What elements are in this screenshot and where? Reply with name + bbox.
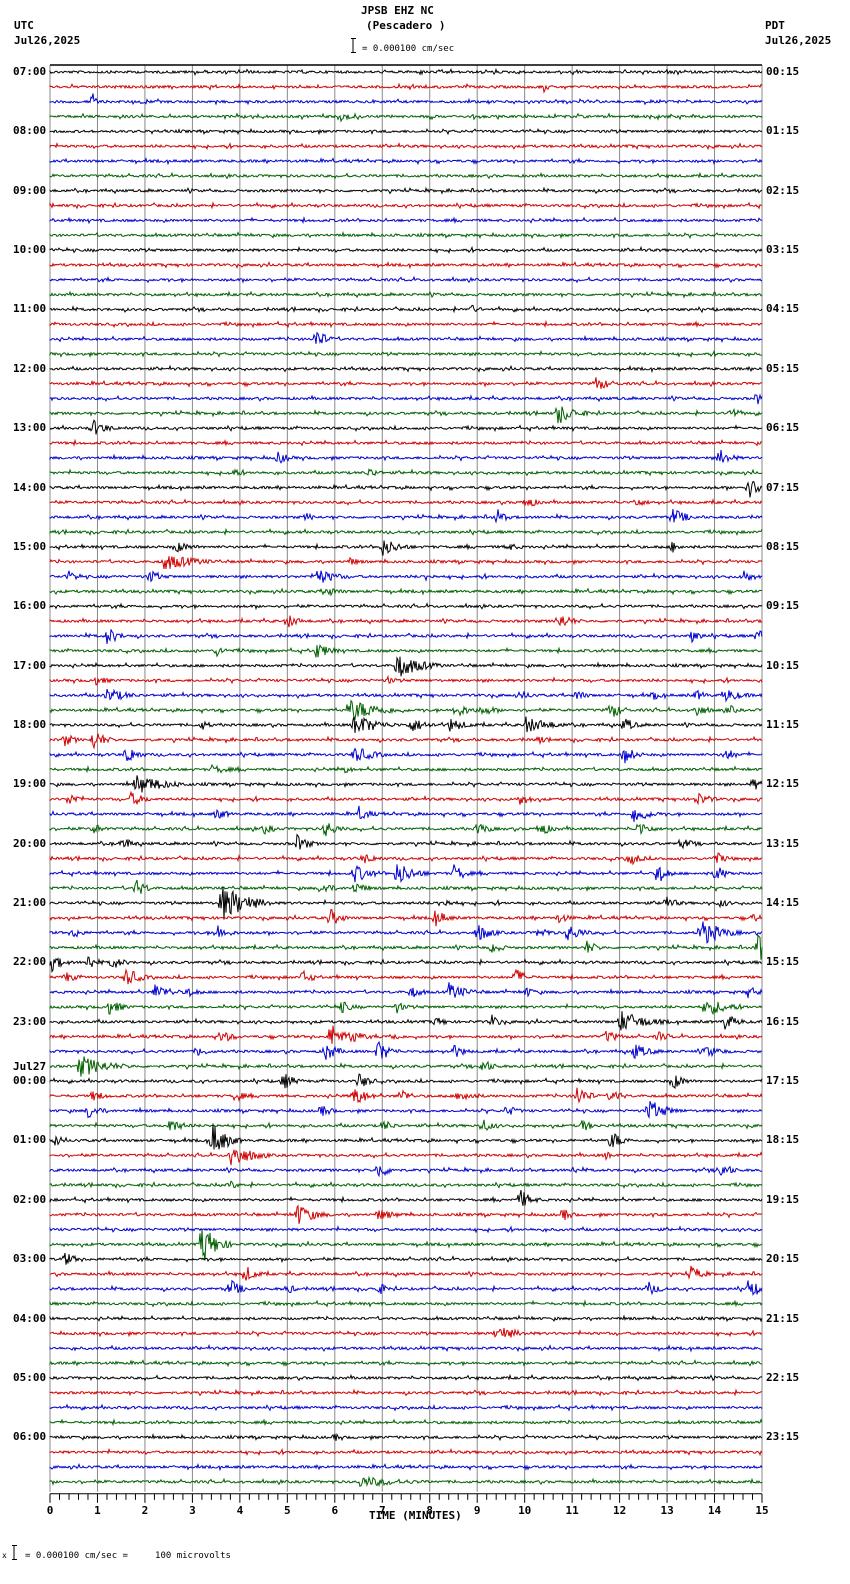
x-tick-label: 15	[755, 1503, 769, 1517]
left-hour-label: 08:00	[13, 124, 47, 138]
right-hour-label: 13:15	[766, 836, 800, 850]
right-hour-label: 18:15	[766, 1133, 800, 1147]
left-hour-label: 00:00	[13, 1074, 47, 1088]
left-hour-label: 20:00	[13, 836, 47, 850]
right-hour-label: 15:15	[766, 955, 800, 969]
left-date: Jul26,2025	[14, 34, 81, 47]
x-tick-label: 2	[141, 1503, 149, 1517]
left-hour-label: 07:00	[13, 65, 47, 78]
footer-scale-note: = 0.000100 cm/sec = 100 microvolts	[25, 1551, 231, 1561]
left-hour-label: 19:00	[13, 777, 47, 791]
left-hour-label: 10:00	[13, 243, 47, 257]
right-hour-label: 12:15	[766, 777, 800, 791]
x-tick-label: 8	[426, 1503, 434, 1517]
station-location: (Pescadero )	[366, 19, 446, 32]
left-hour-label: 11:00	[13, 302, 47, 316]
right-hour-label: 02:15	[766, 183, 800, 197]
left-hour-label: 12:00	[13, 361, 47, 375]
x-tick-label: 5	[284, 1503, 291, 1517]
right-hour-label: 04:15	[766, 302, 800, 316]
left-hour-label: 02:00	[13, 1192, 47, 1206]
left-hour-label: 14:00	[13, 480, 47, 494]
right-hour-label: 03:15	[766, 243, 800, 257]
x-tick-label: 4	[236, 1503, 244, 1517]
right-hour-label: 20:15	[766, 1252, 800, 1266]
x-tick-label: 10	[518, 1503, 532, 1517]
scale-text: = 0.000100 cm/sec	[362, 44, 455, 54]
left-hour-label: 22:00	[13, 955, 47, 969]
left-hour-label: 06:00	[13, 1430, 47, 1444]
station-title: JPSB EHZ NC	[361, 4, 434, 17]
left-hour-label: 16:00	[13, 599, 47, 613]
x-tick-label: 0	[46, 1503, 54, 1517]
x-tick-label: 9	[473, 1503, 481, 1517]
right-timezone: PDT	[765, 19, 785, 32]
left-hour-label: 09:00	[13, 183, 47, 197]
right-hour-label: 00:15	[766, 65, 800, 78]
left-date-change-label: Jul27	[13, 1060, 47, 1074]
right-hour-label: 06:15	[766, 421, 800, 435]
x-tick-label: 7	[378, 1503, 386, 1517]
right-hour-label: 10:15	[766, 658, 800, 672]
x-tick-label: 1	[94, 1503, 101, 1517]
right-hour-label: 17:15	[766, 1074, 800, 1088]
left-hour-label: 05:00	[13, 1370, 47, 1384]
right-hour-label: 09:15	[766, 599, 800, 613]
right-hour-label: 14:15	[766, 896, 800, 910]
right-hour-label: 22:15	[766, 1370, 800, 1384]
x-tick-label: 6	[331, 1503, 339, 1517]
left-timezone: UTC	[14, 19, 34, 32]
x-axis-label: TIME (MINUTES)	[369, 1509, 462, 1522]
left-hour-label: 15:00	[13, 539, 47, 553]
footer-scale-prefix: x	[2, 1551, 7, 1560]
x-tick-label: 13	[660, 1503, 674, 1517]
right-hour-label: 19:15	[766, 1192, 800, 1206]
left-hour-label: 23:00	[13, 1014, 47, 1028]
x-tick-label: 12	[613, 1503, 627, 1517]
right-hour-label: 08:15	[766, 539, 800, 553]
left-hour-label: 18:00	[13, 717, 47, 731]
right-hour-label: 16:15	[766, 1014, 800, 1028]
right-hour-label: 23:15	[766, 1430, 800, 1444]
x-tick-label: 11	[565, 1503, 579, 1517]
left-hour-label: 04:00	[13, 1311, 47, 1325]
right-hour-label: 21:15	[766, 1311, 800, 1325]
right-hour-label: 11:15	[766, 717, 800, 731]
right-date: Jul26,2025	[765, 34, 832, 47]
left-hour-label: 17:00	[13, 658, 47, 672]
right-hour-label: 01:15	[766, 124, 800, 138]
scale-bar-icon	[351, 38, 356, 53]
left-hour-label: 21:00	[13, 896, 47, 910]
right-hour-label: 05:15	[766, 361, 800, 375]
left-hour-label: 13:00	[13, 421, 47, 435]
x-tick-label: 14	[707, 1503, 722, 1517]
right-hour-label: 07:15	[766, 480, 800, 494]
x-tick-label: 3	[189, 1503, 196, 1517]
left-hour-label: 03:00	[13, 1252, 47, 1266]
footer-scale-bar-icon	[12, 1545, 17, 1564]
left-hour-label: 01:00	[13, 1133, 47, 1147]
